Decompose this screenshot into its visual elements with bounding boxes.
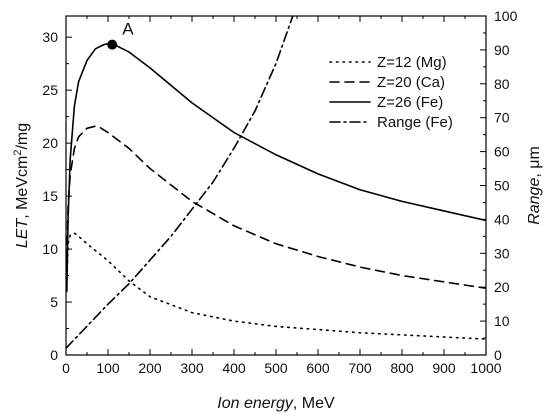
axes: 0 100 200 300 400 500 600 700 800 900 100005101520…: [12, 8, 543, 412]
y-right-tick-label: 50: [494, 178, 510, 194]
y-left-tick-label: 25: [42, 82, 58, 98]
series-line-z-26-fe: [66, 42, 486, 293]
x-tick-label: 600: [306, 360, 330, 376]
y-right-tick-label: 0: [494, 347, 502, 363]
series-layer: [66, 16, 486, 350]
x-axis-title: Ion energy, MeV: [217, 395, 335, 412]
legend: Z=12 (Mg) Z=20 (Ca) Z=26 (Fe) Range (Fe): [329, 54, 453, 131]
x-tick-label: 500: [264, 360, 288, 376]
y-left-axis-title: LET, MeVcm2/mg: [12, 123, 31, 248]
annotation-point-a: [107, 39, 118, 50]
x-tick-label: 400: [222, 360, 246, 376]
series-line-range-fe: [66, 16, 294, 350]
x-tick-label: 0: [62, 360, 70, 376]
y-right-tick-label: 60: [494, 144, 510, 160]
annotation-label-a: A: [122, 20, 134, 39]
x-tick-label: 1000: [470, 360, 501, 376]
x-tick-label: 100: [96, 360, 120, 376]
x-tick-label: 300: [180, 360, 204, 376]
legend-label-z-12-mg: Z=12 (Mg): [377, 54, 447, 71]
y-left-tick-label: 20: [42, 135, 58, 151]
y-left-tick-label: 0: [50, 347, 58, 363]
y-right-tick-label: 40: [494, 211, 510, 227]
legend-label-z-26-fe: Z=26 (Fe): [377, 94, 443, 111]
y-left-tick-label: 30: [42, 29, 58, 45]
y-right-tick-label: 90: [494, 42, 510, 58]
x-tick-label: 200: [138, 360, 162, 376]
series-line-z-20-ca: [66, 125, 486, 290]
y-left-tick-label: 15: [42, 188, 58, 204]
x-tick-label: 700: [348, 360, 372, 376]
x-tick-label: 800: [390, 360, 414, 376]
y-right-tick-label: 100: [494, 8, 518, 24]
y-right-tick-label: 10: [494, 313, 510, 329]
annotations: A: [107, 20, 134, 50]
y-right-tick-label: 70: [494, 110, 510, 126]
y-right-tick-label: 80: [494, 76, 510, 92]
legend-label-z-20-ca: Z=20 (Ca): [377, 74, 445, 91]
y-left-tick-label: 5: [50, 294, 58, 310]
y-right-tick-label: 20: [494, 279, 510, 295]
y-right-axis-title: Range, μm: [526, 146, 543, 225]
y-right-tick-label: 30: [494, 245, 510, 261]
x-tick-label: 900: [432, 360, 456, 376]
y-left-tick-label: 10: [42, 241, 58, 257]
legend-label-range-fe: Range (Fe): [377, 114, 453, 131]
series-line-z-12-mg: [66, 232, 486, 340]
